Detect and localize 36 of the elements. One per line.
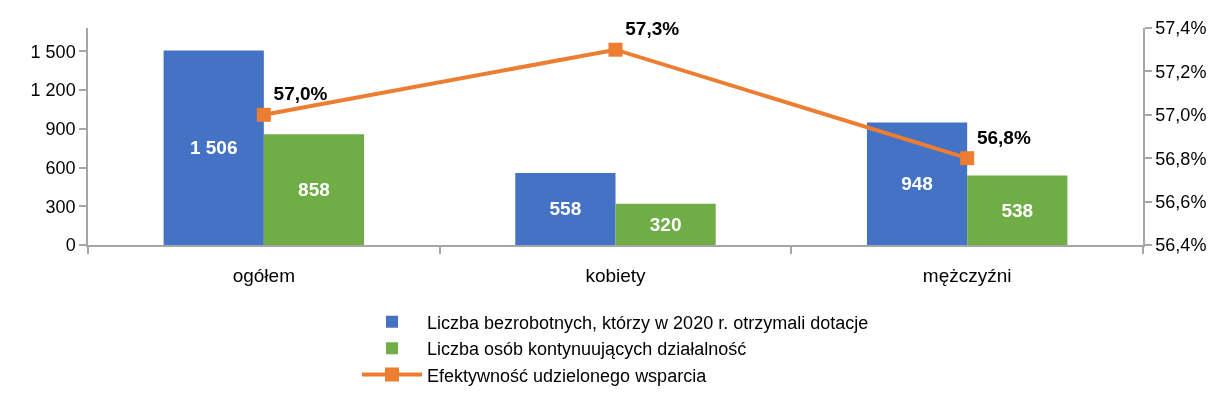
y-tick-label: 600 (45, 157, 76, 178)
y-tick-label: 1 200 (30, 80, 76, 101)
y2-tick-label: 57,0% (1155, 105, 1207, 126)
point (960, 151, 975, 166)
legend-label: Liczba bezrobotnych, którzy w 2020 r. otrzymali dotacje (427, 312, 869, 333)
legend-label: Efektywność udzielonego wsparcia (427, 365, 708, 386)
data-label: 57,0% (273, 83, 328, 105)
data-label: 858 (298, 179, 330, 201)
y-tick-label: 900 (45, 119, 76, 140)
bar (515, 172, 616, 245)
y-tick-label: 0 (65, 235, 76, 256)
data-label: 948 (901, 173, 933, 195)
y2-tick-label: 56,8% (1155, 148, 1207, 169)
y2-tick-label: 56,6% (1155, 191, 1207, 212)
data-label: 1 506 (189, 137, 238, 159)
bar (263, 134, 365, 245)
x-tick-label: ogółem (232, 264, 295, 286)
legend-label: Liczba osób kontynuujących działalność (427, 339, 747, 360)
y-tick-label: 1 500 (30, 41, 76, 62)
bar (866, 122, 968, 245)
bar (967, 175, 1068, 245)
y-tick-label: 300 (45, 196, 76, 217)
point (608, 42, 623, 57)
x-tick-label: kobiety (585, 264, 647, 286)
bar (615, 203, 716, 245)
data-label: 320 (649, 213, 682, 235)
y2-tick-label: 57,4% (1155, 18, 1207, 39)
data-label: 558 (549, 198, 582, 220)
data-label: 57,3% (625, 18, 680, 40)
y2-tick-label: 56,4% (1155, 235, 1207, 256)
point (256, 107, 271, 122)
bar (163, 50, 264, 245)
x-tick-label: mężczyźni (922, 264, 1012, 286)
data-label: 56,8% (976, 126, 1031, 148)
data-label: 538 (1001, 199, 1034, 221)
y2-tick-label: 57,2% (1155, 61, 1207, 82)
